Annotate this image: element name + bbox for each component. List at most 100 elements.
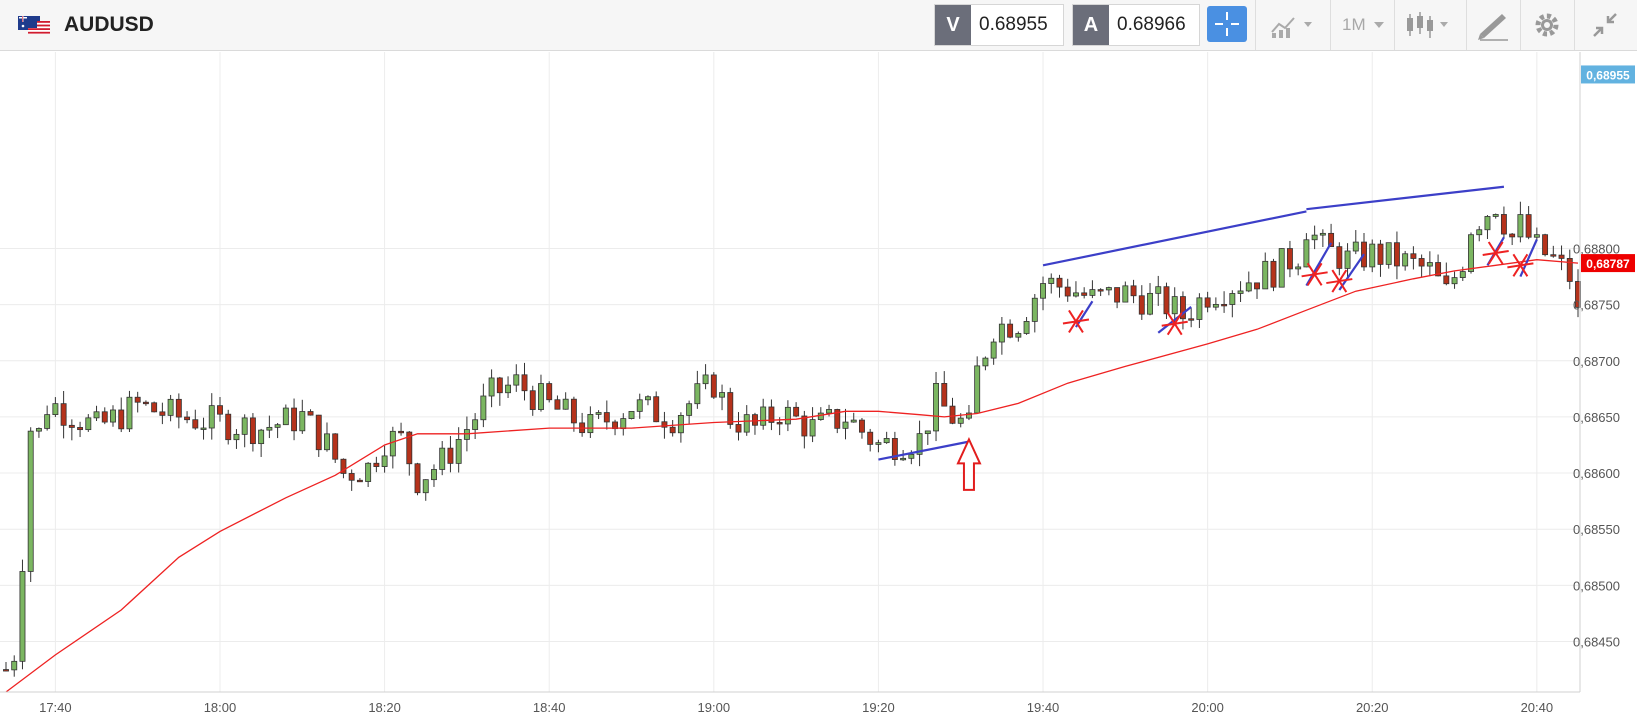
candle-body <box>1081 292 1088 296</box>
toolbar-divider <box>1330 0 1331 50</box>
candle-body <box>1385 242 1392 265</box>
price-label-text: 0,68955 <box>1586 68 1630 82</box>
timeframe-label: 1M <box>1342 15 1366 34</box>
candle-body <box>406 431 413 465</box>
x-tick-label: 18:20 <box>368 700 401 715</box>
candle-body <box>1212 303 1219 308</box>
candle-body <box>1048 277 1055 284</box>
candle-body <box>727 392 734 425</box>
candle-body <box>225 413 232 441</box>
candle-body <box>85 417 92 431</box>
candle-body <box>439 447 446 470</box>
candle-body <box>990 341 997 359</box>
x-tick-label: 18:00 <box>204 700 237 715</box>
candle-body <box>719 392 725 398</box>
candle-body <box>595 412 602 415</box>
candle-body <box>101 411 108 423</box>
candle-body <box>1270 260 1277 288</box>
candle-body <box>1352 241 1359 252</box>
candle-body <box>916 433 923 455</box>
candle-body <box>529 390 536 410</box>
sell-quote-button[interactable]: V 0.68955 <box>934 4 1064 46</box>
candle-body <box>1138 295 1145 315</box>
candle-body <box>694 383 701 405</box>
candle-body <box>702 374 709 385</box>
instrument-symbol: AUDUSD <box>64 13 154 36</box>
candle-body <box>1089 289 1096 296</box>
candle-body <box>1229 293 1236 305</box>
candle-body <box>653 396 660 423</box>
candle-body <box>159 411 166 416</box>
settings-button[interactable] <box>1522 0 1572 50</box>
candle-body <box>208 405 215 429</box>
candle-body <box>480 395 487 421</box>
candle-body <box>1509 233 1516 238</box>
crosshair-button[interactable] <box>1207 6 1247 42</box>
candle-body <box>957 417 964 424</box>
candle-body <box>142 401 149 405</box>
x-tick-label: 20:20 <box>1356 700 1389 715</box>
drawing-annotations <box>878 185 1538 491</box>
gear-icon <box>1535 13 1559 37</box>
candle-body <box>661 421 668 428</box>
candle-body <box>628 410 635 419</box>
candle-body <box>1163 286 1170 315</box>
candle-body <box>60 403 67 426</box>
australia-us-flag-icon <box>18 16 50 34</box>
price-chart[interactable]: 0,68450 0,68500 0,68550 0,68600 0,68650 0,687… <box>0 52 1637 726</box>
candle-body <box>258 429 265 445</box>
buy-quote-button[interactable]: A 0.68966 <box>1072 4 1200 46</box>
candle-body <box>1023 321 1030 334</box>
candle-body <box>1484 216 1491 231</box>
x-tick-label: 19:40 <box>1027 700 1060 715</box>
candle-body <box>1237 290 1244 294</box>
candle-body <box>1517 214 1524 238</box>
drawing-tools-button[interactable] <box>1468 0 1518 50</box>
candle-body <box>982 357 989 367</box>
candle-body <box>842 421 849 429</box>
toolbar-divider <box>1574 0 1575 50</box>
candle-body <box>496 377 503 394</box>
candle-body <box>1286 248 1293 270</box>
timeframe-dropdown[interactable]: 1M <box>1332 0 1392 50</box>
candle-body <box>859 419 865 433</box>
trend-line <box>1042 210 1307 267</box>
y-tick-label: 0,68750 <box>1573 298 1620 313</box>
candle-body <box>1031 297 1038 322</box>
candle-body <box>35 428 42 432</box>
time-axis: 17:40 18:00 18:20 18:40 19:00 19:20 19:40 20:00… <box>0 691 1580 715</box>
cross-marker <box>1482 241 1509 265</box>
cross-marker-stroke <box>1166 312 1183 336</box>
candle-body <box>1295 266 1302 270</box>
candle-body <box>1114 287 1121 303</box>
collapse-button[interactable] <box>1576 0 1634 50</box>
candle-body <box>1468 234 1474 272</box>
candle-body <box>669 426 676 434</box>
x-tick-label: 20:00 <box>1191 700 1224 715</box>
up-arrow-annotation <box>956 436 982 491</box>
candle-body <box>570 398 577 424</box>
candle-body <box>200 427 207 430</box>
candle-body <box>998 323 1005 343</box>
indicators-button[interactable] <box>1262 0 1328 50</box>
candle-body <box>974 365 981 414</box>
indicators-chart-icon <box>1271 17 1312 38</box>
candle-body <box>1550 254 1557 257</box>
candle-body <box>768 406 775 423</box>
candle-body <box>883 438 890 444</box>
candle-body <box>1097 289 1104 292</box>
candle-body <box>282 407 289 426</box>
cross-marker-stroke <box>1512 253 1529 277</box>
moving-average-layer <box>5 259 1579 693</box>
chart-type-dropdown[interactable] <box>1396 0 1464 50</box>
y-tick-label: 0,68650 <box>1573 410 1620 425</box>
price-axis: 0,68450 0,68500 0,68550 0,68600 0,68650 0,687… <box>1573 52 1635 692</box>
candle-body <box>110 409 116 423</box>
trend-line <box>1306 185 1505 211</box>
candle-body <box>1064 286 1071 297</box>
candle-body <box>1500 214 1507 235</box>
candle-body <box>949 405 956 424</box>
candle-body <box>620 418 627 430</box>
y-tick-label: 0,68800 <box>1573 241 1620 256</box>
candle-body <box>710 374 717 398</box>
